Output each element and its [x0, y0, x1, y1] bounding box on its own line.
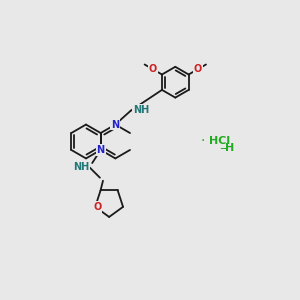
- Text: HCl: HCl: [209, 136, 230, 146]
- Text: ─: ─: [220, 143, 226, 153]
- Text: N: N: [97, 145, 105, 155]
- Text: O: O: [148, 64, 157, 74]
- Text: NH: NH: [73, 162, 89, 172]
- Text: O: O: [194, 64, 202, 74]
- Text: ·: ·: [201, 134, 205, 148]
- Text: NH: NH: [133, 105, 149, 115]
- Text: N: N: [111, 119, 119, 130]
- Text: H: H: [225, 143, 234, 153]
- Text: O: O: [93, 202, 102, 212]
